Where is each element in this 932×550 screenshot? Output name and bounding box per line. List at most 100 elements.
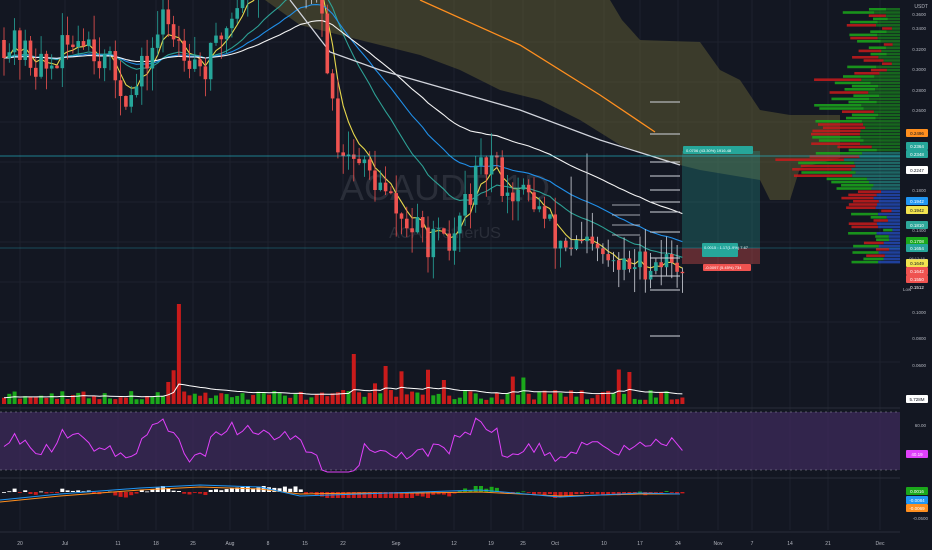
time-tick-label: 11 [115, 541, 120, 547]
volume-profile-bar [846, 206, 876, 209]
volume-profile-bar [854, 72, 880, 75]
candle-body [579, 240, 584, 242]
volume-bar [272, 390, 277, 404]
time-tick-label: Sep [392, 541, 401, 547]
volume-bar [267, 394, 271, 404]
long-position-tool[interactable]: 0.0706 (43.30%) 1916.48 0.0015 : 1.17(1.9… [682, 146, 760, 271]
volume-bar [182, 391, 187, 404]
macd-histogram-bar [542, 492, 547, 496]
volume-bar [17, 398, 22, 404]
volume-profile-bar [853, 94, 880, 97]
volume-bar [335, 392, 340, 404]
macd-histogram-bar [590, 492, 595, 494]
time-axis[interactable]: 20 Jul 11 18 25 Aug 8 15 22 Sep 12 19 25 Oct 10 17 24 Nov… [0, 531, 932, 550]
volume-profile-bar [883, 257, 900, 261]
volume-bar [155, 392, 160, 404]
candle-body [367, 159, 372, 171]
candle-body [627, 258, 632, 270]
price-axis[interactable]: USDT 0.3600 0.3400 0.3200 0.3000 0.2800 0.2600… [900, 0, 932, 550]
candle-body [76, 41, 80, 48]
candle-body [198, 59, 202, 67]
long-ema-line [289, 0, 681, 166]
macd-histogram-bar [638, 491, 642, 493]
volume-profile-bar [869, 180, 900, 184]
volume-profile-bar [886, 216, 900, 219]
volume-bar [256, 391, 261, 404]
volume-badge-bg [906, 395, 928, 403]
volume-profile-bar [845, 116, 876, 120]
candle-body [177, 39, 181, 41]
volume-profile-bar [871, 145, 900, 149]
volume-profile-bar [877, 212, 900, 216]
rsi-tick: 60.00 [915, 423, 927, 428]
candle-body [320, 0, 324, 14]
candle-body [458, 215, 462, 234]
macd-line [0, 484, 681, 501]
macd-histogram-bar [574, 492, 579, 495]
candle-body [622, 258, 626, 270]
volume-profile-bar [859, 155, 900, 158]
candle-body [362, 159, 367, 164]
volume-profile-bar [886, 8, 900, 11]
volume-bar [346, 391, 351, 404]
candle-body [590, 236, 595, 244]
volume-bar [293, 394, 298, 404]
price-tick-label: 0.3200 [912, 47, 926, 52]
volume-bar [145, 395, 150, 404]
macd-histogram-bar [282, 486, 287, 492]
volume-profile-bar [888, 219, 900, 222]
macd-histogram-bar [60, 488, 65, 492]
volume-bar [431, 395, 436, 404]
candle-body [489, 155, 494, 175]
volume-bar [76, 392, 81, 404]
price-tick-label: 0.0600 [912, 363, 926, 368]
candle-body [643, 251, 648, 280]
macd-histogram-bar [251, 488, 256, 492]
volume-profile-bar [812, 136, 861, 139]
volume-profile-bar [889, 248, 900, 251]
volume-bar [484, 399, 489, 404]
macd-histogram-bar [394, 492, 399, 498]
volume-bar [108, 398, 112, 404]
candle-body [447, 233, 451, 251]
volume-bar [585, 399, 589, 404]
macd-histogram-bar [357, 492, 362, 498]
volume-bar [547, 394, 552, 404]
macd-histogram-bar [569, 492, 574, 496]
macd-histogram-bar [171, 490, 176, 492]
volume-profile-bar [870, 68, 887, 72]
price-tick-label: 0.3000 [912, 67, 926, 72]
candle-body [166, 9, 171, 25]
time-tick-label: 20 [17, 541, 23, 547]
volume-bar [261, 393, 266, 404]
candle-body [113, 51, 118, 81]
volume-bar [309, 397, 314, 404]
volume-profile-bar [834, 81, 871, 85]
price-tick-label: 0.3600 [912, 12, 926, 17]
macd-histogram-bar [129, 492, 134, 496]
candle-body [399, 213, 404, 219]
candle-body [34, 67, 38, 77]
volume-bar [229, 397, 234, 404]
volume-profile-bar [815, 152, 863, 155]
volume-bar [176, 304, 181, 404]
price-badge: 0.2364 [910, 144, 924, 149]
volume-bar [537, 392, 542, 404]
candle-body [235, 8, 239, 19]
price-badge: 0.1654 [910, 246, 924, 251]
volume-profile-bar [873, 196, 900, 200]
macd-histogram-bar [240, 486, 245, 492]
time-tick-label: 25 [520, 541, 526, 547]
volume-bar [367, 392, 372, 404]
macd-histogram-bar [420, 492, 425, 497]
candle-body [224, 28, 229, 40]
volume-profile-bar [873, 184, 900, 187]
volume-profile-bar [848, 100, 877, 104]
volume-bar [569, 390, 574, 404]
macd-histogram-bar [219, 490, 224, 492]
volume-profile-bar [877, 20, 900, 24]
center-label: 0.0015 : 1.17(1.9%) 7.67 [704, 245, 749, 250]
low-label: Low [903, 287, 912, 292]
volume-profile-bar [852, 174, 900, 177]
